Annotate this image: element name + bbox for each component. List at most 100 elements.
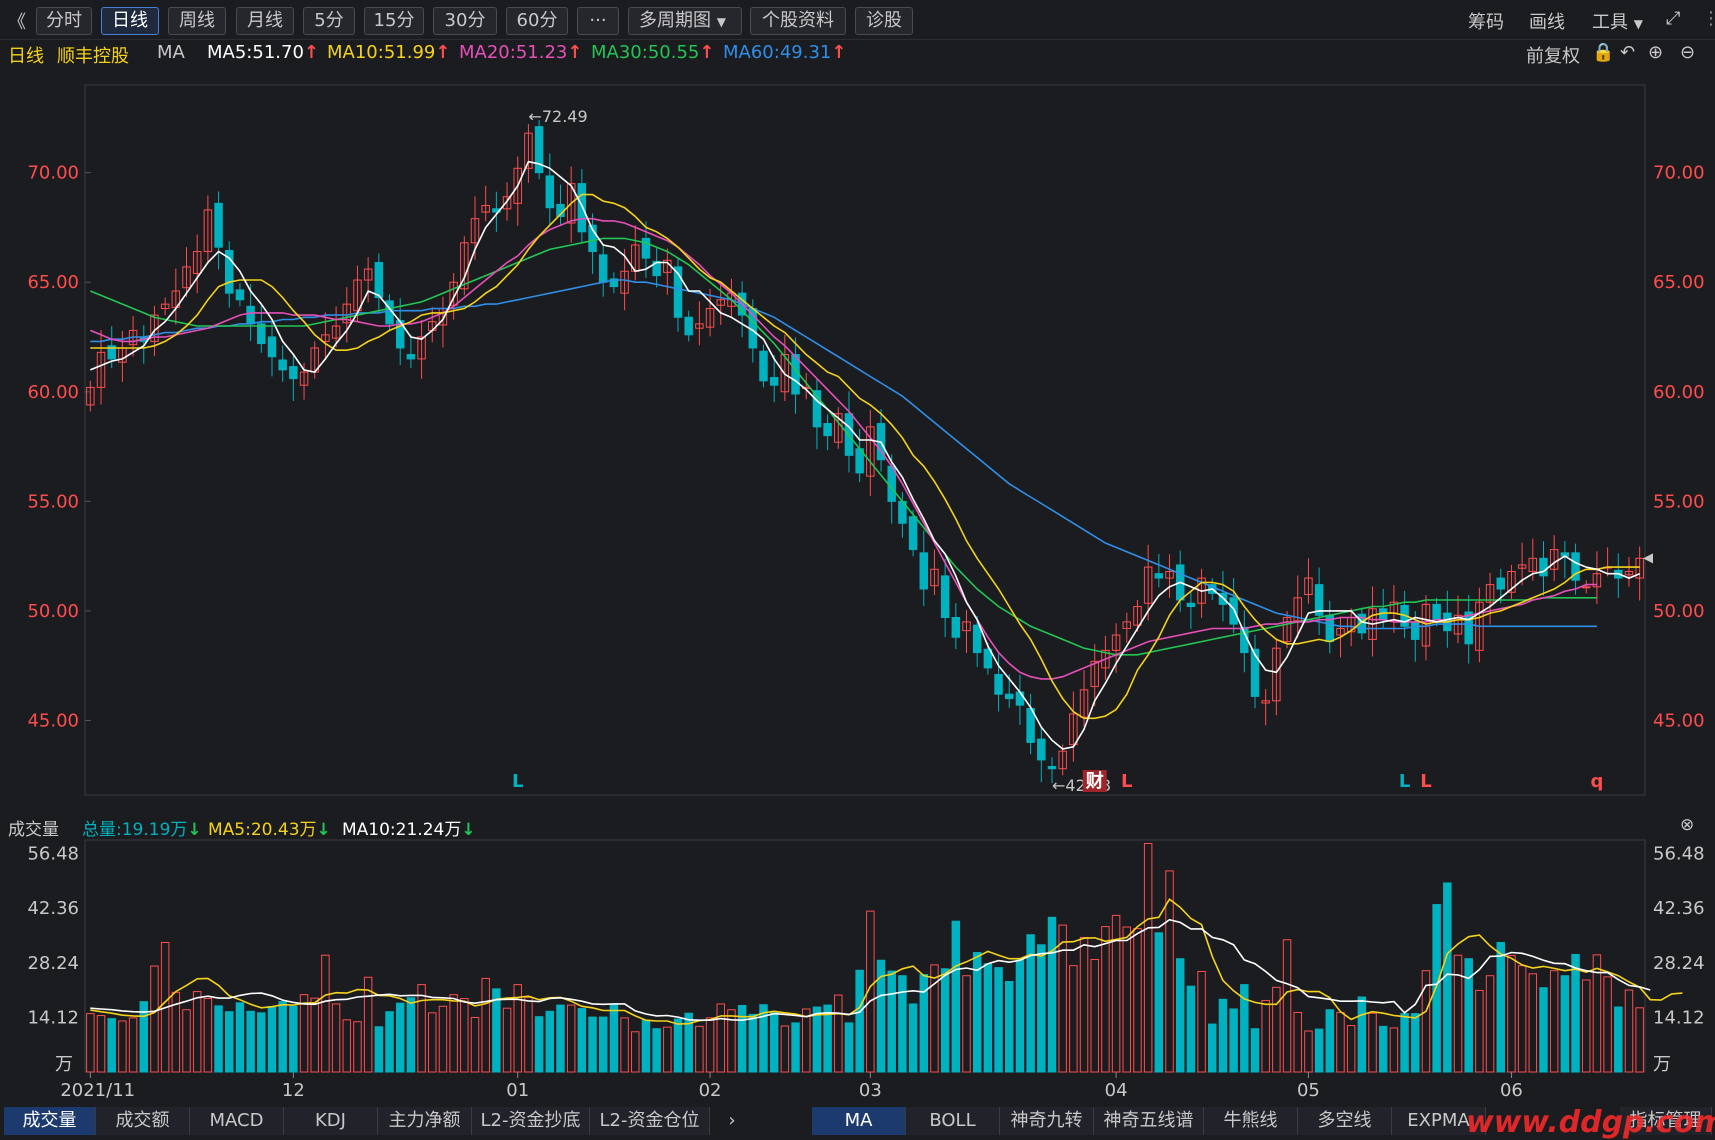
candle-body (278, 359, 287, 371)
candle-body (780, 354, 790, 393)
tab-30min[interactable]: 30分 (433, 7, 497, 35)
tab-magic-nine[interactable]: 神奇九转 (1000, 1107, 1094, 1135)
candle (1186, 591, 1196, 629)
volume-bar (1539, 987, 1548, 1073)
tab-60min[interactable]: 60分 (506, 7, 568, 35)
candle (1549, 535, 1559, 582)
price-tick-label-left: 60.00 (27, 382, 79, 403)
tab-weekly[interactable]: 周线 (168, 7, 226, 35)
candle (1571, 543, 1580, 595)
volume-bar (1485, 975, 1495, 1073)
candle (588, 213, 597, 274)
volume-bar (566, 1004, 576, 1073)
tab-macd[interactable]: MACD (190, 1107, 284, 1135)
zoom-out-icon[interactable]: ⊖ (1680, 42, 1696, 63)
candle-body (566, 183, 576, 224)
volume-bar (1101, 926, 1110, 1073)
candle-body (524, 132, 533, 169)
volume-bar (769, 1012, 779, 1073)
tab-boll[interactable]: BOLL (906, 1107, 1000, 1135)
tab-fenshi[interactable]: 分时 (36, 7, 92, 35)
candle (1122, 612, 1132, 643)
chevron-right-icon[interactable]: › (728, 1110, 736, 1131)
ma10-value: MA10:51.99↑ (327, 42, 450, 63)
candle (192, 234, 202, 294)
tab-kdj[interactable]: KDJ (284, 1107, 378, 1135)
candle (524, 124, 533, 183)
candle-body (1539, 557, 1548, 577)
undo-icon[interactable]: ↶ (1620, 42, 1636, 63)
diagnose-button[interactable]: 诊股 (855, 7, 913, 35)
lock-icon[interactable]: 🔒 (1592, 42, 1615, 63)
candle (673, 257, 683, 332)
multi-period-dropdown[interactable]: 多周期图 ▼ (628, 7, 742, 35)
back-button[interactable]: 《 (8, 12, 26, 33)
tab-monthly[interactable]: 月线 (236, 7, 294, 35)
more-button[interactable]: ··· (577, 7, 619, 35)
tab-long-short[interactable]: 多空线 (1298, 1107, 1392, 1135)
indicator-manage-button[interactable]: 指标管理 (1620, 1107, 1712, 1135)
candle-body (1304, 577, 1313, 595)
volume-bar (1111, 914, 1121, 1073)
candle (299, 362, 309, 400)
fullscreen-icon[interactable]: ⤢ (1666, 8, 1681, 29)
tab-5min[interactable]: 5分 (303, 7, 355, 35)
candle (951, 603, 961, 650)
high-annotation: ←72.49 (528, 107, 587, 126)
volume-label[interactable]: 成交量 (8, 820, 59, 840)
volume-bar (331, 1003, 341, 1073)
volume-bar (492, 988, 501, 1073)
tab-turnover[interactable]: 成交额 (96, 1107, 190, 1135)
tab-main-net[interactable]: 主力净额 (378, 1107, 472, 1135)
candle-body (1101, 649, 1110, 669)
candle-body (363, 268, 373, 281)
kline-chart[interactable]: 70.00 70.00 65.00 65.00 60.00 60.00 55.00 55.00… (0, 0, 1715, 1105)
vol-ma10-text: MA10:21.24万 (342, 820, 462, 840)
price-tick-label-right: 65.00 (1653, 272, 1705, 293)
volume-bar (96, 1015, 106, 1073)
draw-button[interactable]: 画线 (1529, 12, 1565, 33)
tab-15min[interactable]: 15分 (364, 7, 424, 35)
zoom-in-icon[interactable]: ⊕ (1648, 42, 1664, 63)
volume-bar (716, 1003, 725, 1073)
volume-bar (1154, 932, 1164, 1073)
volume-bar (1175, 958, 1185, 1073)
tab-ma[interactable]: MA (812, 1107, 906, 1135)
volume-tick-label-left: 28.24 (27, 953, 79, 974)
candle (86, 380, 95, 412)
volume-bar (641, 1019, 651, 1073)
volume-bar (406, 997, 416, 1073)
candle-body (972, 624, 982, 654)
close-icon[interactable]: ⊗ (1680, 815, 1695, 835)
candle-body (192, 251, 202, 274)
side-handle-icon[interactable]: ⋮ (1702, 8, 1715, 29)
volume-bar (257, 1012, 266, 1073)
candle (1197, 568, 1206, 618)
candle-body (1507, 570, 1516, 593)
candle (1485, 572, 1495, 625)
tab-magic-five[interactable]: 神奇五线谱 (1094, 1107, 1204, 1135)
tab-l2-position[interactable]: L2-资金仓位 (590, 1107, 710, 1135)
tab-bull-bear[interactable]: 牛熊线 (1204, 1107, 1298, 1135)
candle (631, 225, 640, 281)
tab-volume[interactable]: 成交量 (4, 1107, 96, 1135)
tab-daily[interactable]: 日线 (101, 7, 159, 35)
tab-l2-bottom[interactable]: L2-资金抄底 (472, 1107, 590, 1135)
chip-button[interactable]: 筹码 (1468, 12, 1504, 33)
profile-button[interactable]: 个股资料 (750, 7, 846, 35)
tab-expma[interactable]: EXPMA (1392, 1107, 1486, 1135)
candle (1389, 585, 1399, 633)
ma60-line (90, 279, 1597, 630)
volume-bar (823, 1004, 832, 1073)
candle (1314, 567, 1324, 636)
down-arrow-icon: ↓ (187, 820, 202, 840)
ma-label[interactable]: MA (157, 42, 185, 63)
adjust-label[interactable]: 前复权 (1526, 46, 1580, 67)
volume-bar (107, 1018, 116, 1073)
multi-period-label: 多周期图 (639, 10, 711, 31)
candle-body (908, 516, 918, 551)
tools-button[interactable]: 工具 ▼ (1592, 8, 1643, 34)
vol-ma5-text: MA5:20.43万 (208, 820, 317, 840)
ma-legend-row: 日线 顺丰控股 MA MA5:51.70↑ MA10:51.99↑ MA20:5… (0, 40, 1715, 70)
candle-body (545, 175, 555, 209)
